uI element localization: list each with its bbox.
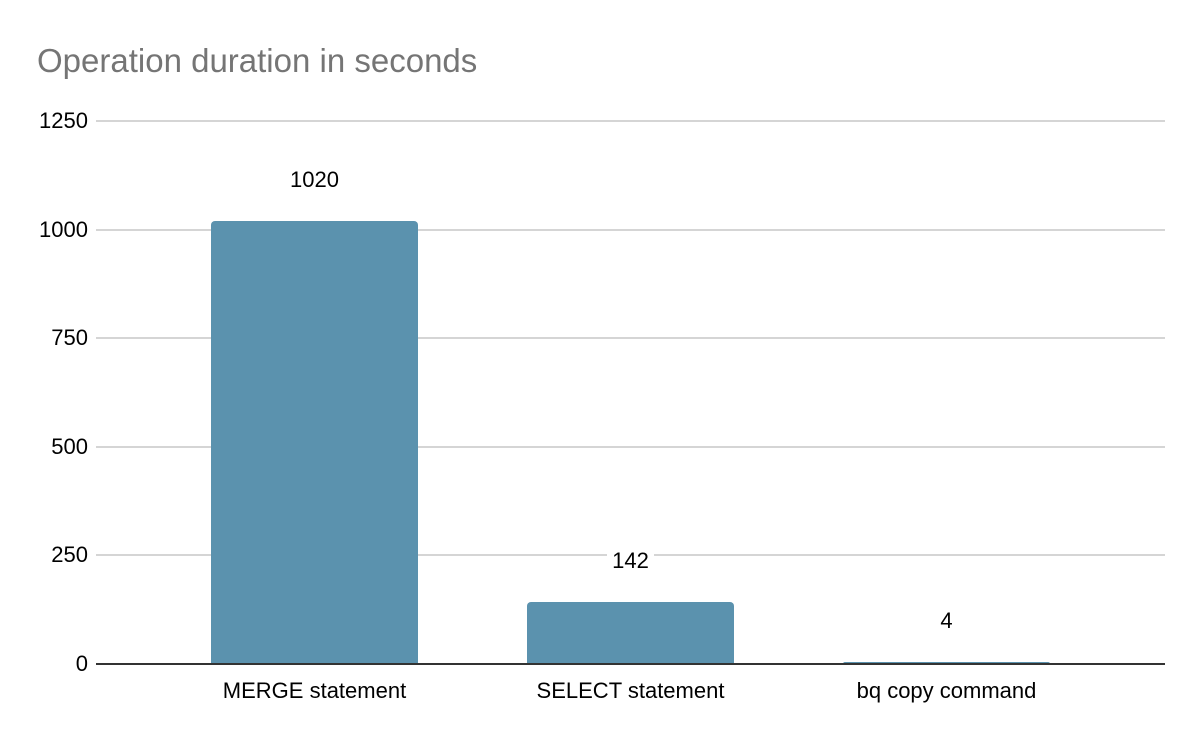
y-tick-label: 250 xyxy=(51,542,88,568)
y-tick-label: 500 xyxy=(51,433,88,459)
y-tick-label: 1000 xyxy=(39,216,88,242)
gridline xyxy=(96,120,1165,122)
bar-merge-statement xyxy=(211,220,418,664)
x-category-label-bq-copy-command: bq copy command xyxy=(856,678,1037,703)
x-category-label-merge-statement: MERGE statement xyxy=(222,678,407,703)
bar-value-label-bq-copy-command: 4 xyxy=(847,608,1047,634)
x-axis-line xyxy=(96,663,1165,665)
gridline xyxy=(96,337,1165,340)
gridline xyxy=(96,445,1165,448)
plot-area: 1020 142 4 xyxy=(96,120,1165,665)
y-tick-label: 750 xyxy=(51,325,88,351)
chart-title: Operation duration in seconds xyxy=(37,42,478,79)
bar-value-label-select-statement: 142 xyxy=(531,548,731,574)
y-tick-label: 0 xyxy=(75,651,88,676)
gridline xyxy=(96,228,1165,231)
bar-select-statement xyxy=(527,602,734,664)
x-category-label-select-statement: SELECT statement xyxy=(536,678,725,703)
bar-value-label-merge-statement: 1020 xyxy=(215,166,415,193)
y-tick-label: 1250 xyxy=(39,108,88,133)
